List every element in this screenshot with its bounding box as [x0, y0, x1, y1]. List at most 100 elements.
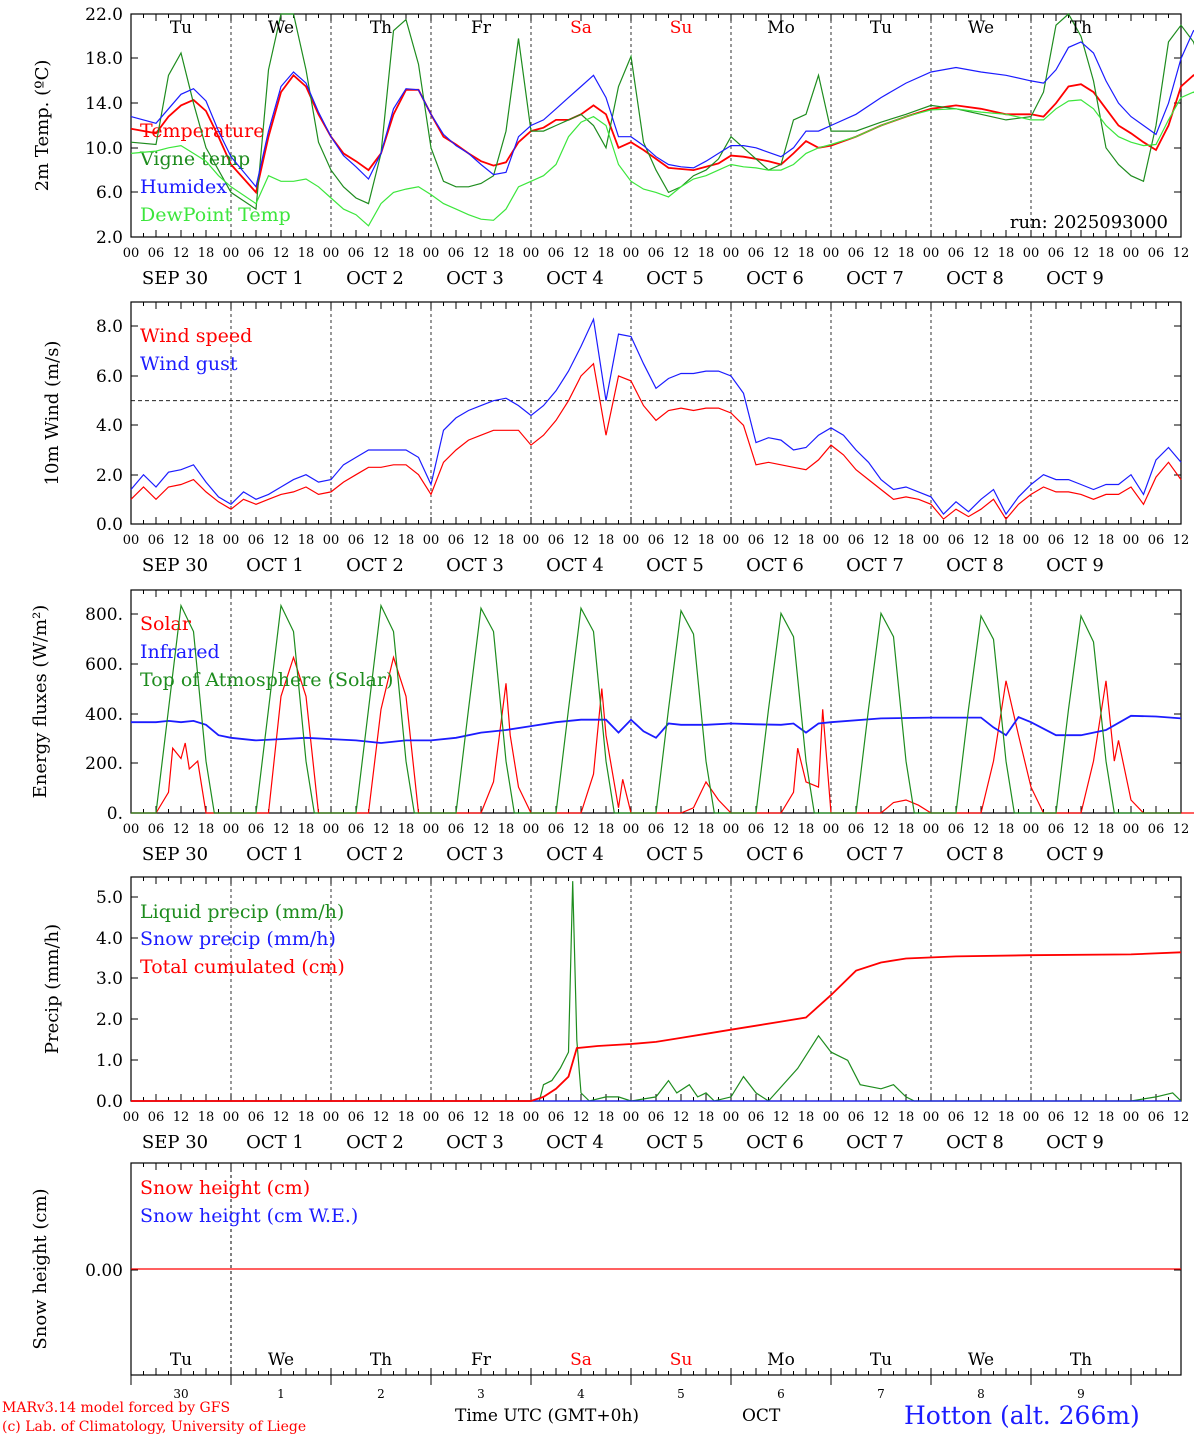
hour-tick-label: 00	[723, 1110, 740, 1125]
legend-solar: Solar	[140, 613, 192, 635]
y-tick-label: 4.0	[96, 416, 123, 436]
day-number: 5	[677, 1387, 685, 1401]
date-label: OCT 6	[746, 1132, 804, 1153]
hour-tick-label: 06	[848, 246, 865, 261]
panel-frame	[130, 301, 1182, 525]
hour-tick-label: 18	[898, 533, 915, 548]
hour-tick-label: 12	[1173, 246, 1190, 261]
hour-tick-label: 18	[398, 1110, 415, 1125]
legend-temperature: Temperature	[140, 120, 264, 142]
date-label: OCT 5	[646, 1132, 704, 1153]
hour-tick-label: 00	[823, 822, 840, 837]
series-humidex	[130, 29, 1194, 189]
hour-tick-label: 06	[748, 246, 765, 261]
hour-tick-label: 18	[198, 1110, 215, 1125]
y-axis-label: Energy fluxes (W/m²)	[30, 605, 51, 799]
hour-tick-label: 12	[373, 822, 390, 837]
hour-tick-label: 06	[1048, 1110, 1065, 1125]
hour-tick-label: 18	[498, 246, 515, 261]
hour-tick-label: 06	[148, 533, 165, 548]
hour-tick-label: 00	[823, 246, 840, 261]
hour-tick-label: 06	[1048, 246, 1065, 261]
hour-tick-label: 18	[998, 246, 1015, 261]
hour-tick-label: 00	[1023, 533, 1040, 548]
hour-tick-label: 00	[923, 246, 940, 261]
hour-tick-label: 18	[398, 246, 415, 261]
weekday-label: Th	[370, 18, 392, 38]
hour-tick-label: 00	[923, 1110, 940, 1125]
series-dewpoint-temp	[130, 91, 1194, 227]
hour-tick-label: 12	[973, 1110, 990, 1125]
y-axis-label: 2m Temp. (ºC)	[32, 60, 53, 192]
weekday-label: Fr	[471, 18, 492, 38]
hour-tick-label: 00	[923, 533, 940, 548]
hour-tick-label: 12	[273, 533, 290, 548]
hour-tick-label: 18	[1098, 246, 1115, 261]
y-tick-label: 22.0	[85, 5, 123, 25]
hour-tick-label: 06	[648, 1110, 665, 1125]
hour-tick-label: 00	[1123, 533, 1140, 548]
hour-tick-label: 00	[623, 533, 640, 548]
date-label: OCT 1	[246, 555, 304, 576]
hour-tick-label: 00	[423, 822, 440, 837]
y-tick-label: 14.0	[85, 94, 123, 114]
legend-liquid-precip-mm-h-: Liquid precip (mm/h)	[140, 901, 344, 923]
hour-tick-label: 18	[298, 1110, 315, 1125]
date-label: OCT 3	[446, 555, 504, 576]
date-label: OCT 8	[946, 268, 1004, 289]
hour-tick-label: 06	[248, 533, 265, 548]
date-label: OCT 1	[246, 844, 304, 865]
day-number: 8	[977, 1387, 985, 1401]
day-number: 7	[877, 1387, 885, 1401]
hour-tick-label: 06	[248, 1110, 265, 1125]
hour-tick-label: 00	[223, 246, 240, 261]
y-tick-label: 5.0	[96, 888, 123, 908]
hour-tick-label: 00	[123, 822, 140, 837]
hour-tick-label: 18	[598, 246, 615, 261]
day-number: 9	[1077, 1387, 1085, 1401]
hour-tick-label: 06	[348, 533, 365, 548]
hour-tick-label: 12	[173, 533, 190, 548]
hour-tick-label: 12	[173, 1110, 190, 1125]
hour-tick-label: 00	[423, 533, 440, 548]
weekday-label: Su	[670, 1350, 693, 1370]
hour-tick-label: 06	[1148, 1110, 1165, 1125]
weekday-label: Th	[370, 1350, 392, 1370]
weekday-label: Th	[1070, 1350, 1092, 1370]
hour-tick-label: 00	[223, 533, 240, 548]
hour-tick-label: 06	[548, 1110, 565, 1125]
date-label: OCT 6	[746, 268, 804, 289]
hour-tick-label: 06	[448, 822, 465, 837]
hour-tick-label: 12	[373, 1110, 390, 1125]
legend-dewpoint-temp: DewPoint Temp	[140, 204, 291, 226]
hour-tick-label: 06	[148, 246, 165, 261]
hour-tick-label: 12	[573, 822, 590, 837]
hour-tick-label: 18	[798, 533, 815, 548]
y-tick-label: 18.0	[85, 49, 123, 69]
hour-tick-label: 06	[1148, 822, 1165, 837]
date-label: SEP 30	[142, 1132, 208, 1153]
series-wind-gust	[130, 317, 1182, 516]
hour-tick-label: 12	[873, 1110, 890, 1125]
hour-tick-label: 18	[198, 533, 215, 548]
weekday-label: Mo	[767, 1350, 795, 1370]
credit-line-2: (c) Lab. of Climatology, University of L…	[2, 1419, 307, 1435]
hour-tick-label: 18	[198, 822, 215, 837]
time-axis-label: Time UTC (GMT+0h)	[455, 1406, 640, 1426]
date-label: OCT 1	[246, 268, 304, 289]
hour-tick-label: 18	[798, 246, 815, 261]
hour-tick-label: 18	[1098, 1110, 1115, 1125]
day-number: 1	[277, 1387, 285, 1401]
hour-tick-label: 00	[623, 1110, 640, 1125]
hour-tick-label: 06	[148, 822, 165, 837]
hour-tick-label: 18	[498, 822, 515, 837]
hour-tick-label: 00	[423, 246, 440, 261]
hour-tick-label: 00	[523, 1110, 540, 1125]
hour-tick-label: 00	[1023, 246, 1040, 261]
weekday-label: We	[268, 18, 294, 38]
hour-tick-label: 00	[523, 246, 540, 261]
date-label: OCT 8	[946, 555, 1004, 576]
y-tick-label: 4.0	[96, 929, 123, 949]
y-tick-label: 600.	[85, 655, 123, 675]
